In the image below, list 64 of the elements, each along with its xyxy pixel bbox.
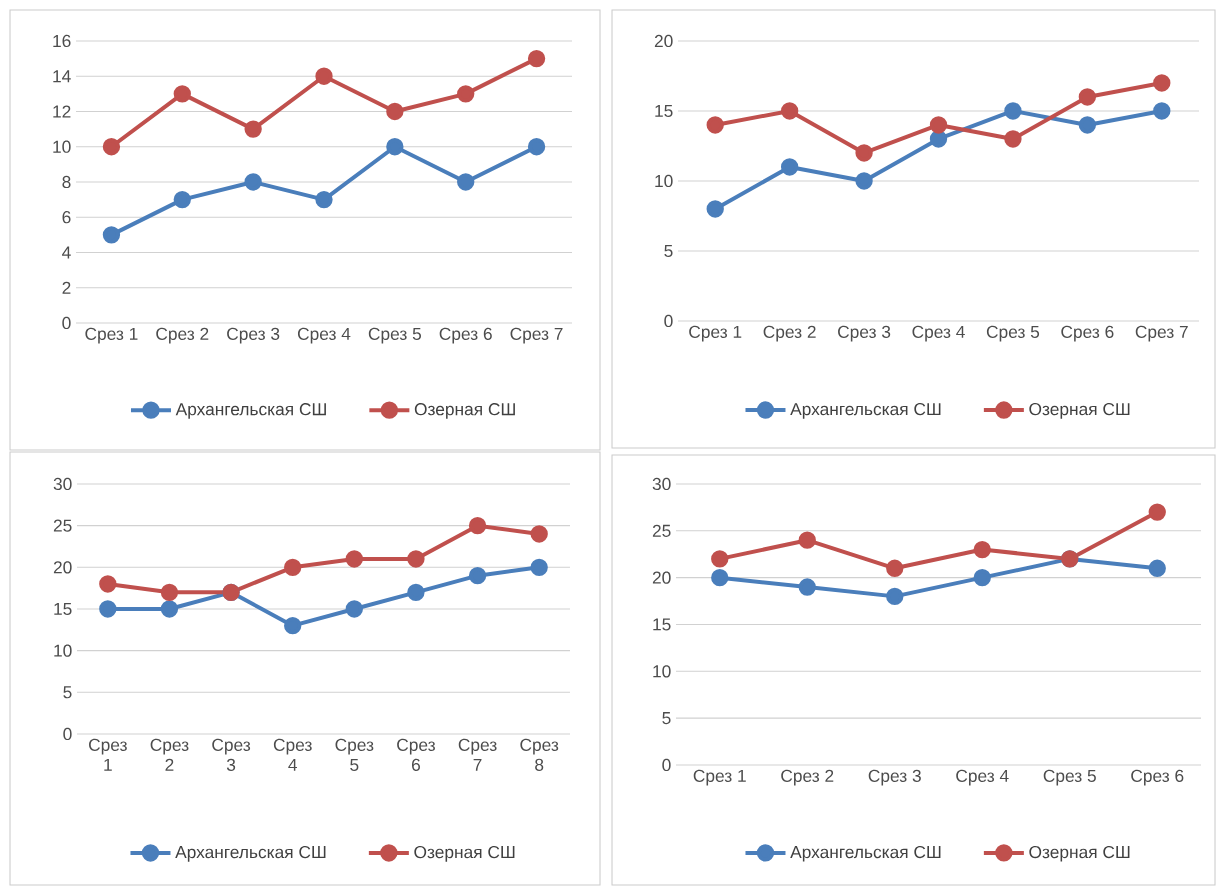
y-tick-label: 0 (63, 727, 72, 741)
x-tick-label: Срез 2 (156, 327, 209, 344)
legend-label: Архангельская СШ (790, 402, 941, 419)
y-tick-label: 5 (664, 244, 673, 258)
x-tick-label: Срез 5 (335, 738, 374, 771)
x-tick-label: Срез 4 (297, 327, 351, 344)
x-tick-label: Срез 6 (1061, 325, 1114, 342)
x-tick-label: Срез 5 (986, 325, 1040, 342)
x-tick-label: Срез 6 (439, 327, 492, 344)
y-tick-label: 10 (653, 665, 671, 678)
x-tick-label: Срез 5 (368, 327, 421, 344)
x-tick-label: Срез 7 (1135, 325, 1188, 342)
x-tick-label: Срез 2 (781, 769, 834, 786)
x-tick-label: Срез 3 (212, 738, 251, 771)
x-tick-label: Срез 4 (912, 325, 965, 342)
y-tick-label: 2 (62, 281, 71, 294)
y-tick-label: 0 (664, 314, 673, 328)
x-tick-label: Срез 2 (150, 738, 189, 771)
legend-label: Архангельская СШ (175, 845, 326, 862)
legend-label: Архангельская СШ (790, 845, 941, 862)
legend-label: Озерная СШ (414, 845, 515, 862)
x-tick-label: Срез 4 (273, 738, 312, 771)
x-tick-label: Срез 2 (763, 325, 816, 342)
y-tick-label: 0 (62, 316, 71, 330)
x-tick-label: Срез 4 (956, 769, 1009, 786)
y-tick-label: 20 (652, 571, 671, 584)
y-tick-label: 30 (652, 477, 671, 491)
y-tick-label: 10 (655, 174, 673, 188)
y-tick-label: 5 (662, 712, 671, 725)
y-tick-label: 10 (53, 140, 71, 153)
x-tick-label: Срез 3 (838, 325, 891, 342)
x-tick-label: Срез 6 (1131, 769, 1184, 786)
legend-label: Озерная СШ (1029, 845, 1130, 862)
x-tick-label: Срез 5 (1043, 769, 1096, 786)
y-tick-label: 0 (662, 758, 671, 772)
y-tick-label: 30 (53, 477, 72, 491)
y-tick-label: 20 (53, 561, 72, 574)
y-tick-label: 8 (62, 175, 71, 189)
x-tick-label: Срез 6 (397, 738, 435, 771)
y-tick-label: 4 (62, 246, 71, 259)
y-tick-label: 5 (63, 686, 72, 699)
legend-label: Озерная СШ (414, 403, 515, 419)
x-tick-label: Срез 7 (458, 738, 497, 771)
x-tick-label: Срез 3 (868, 769, 921, 786)
x-tick-label: Срез 1 (689, 325, 742, 342)
y-tick-label: 25 (652, 524, 671, 537)
y-tick-label: 6 (62, 211, 71, 224)
y-tick-label: 15 (655, 104, 673, 118)
y-tick-label: 15 (54, 602, 72, 616)
y-tick-label: 25 (53, 519, 72, 532)
y-tick-label: 16 (53, 34, 71, 48)
x-tick-label: Срез 1 (85, 327, 138, 344)
y-tick-label: 15 (653, 618, 671, 631)
y-tick-label: 20 (654, 34, 673, 48)
x-tick-label: Срез 1 (693, 769, 746, 786)
x-tick-label: Срез 3 (227, 327, 280, 344)
x-tick-label: Срез 7 (510, 327, 563, 344)
y-tick-label: 12 (53, 105, 71, 118)
x-tick-label: Срез 1 (89, 738, 127, 771)
legend-label: Озерная СШ (1029, 402, 1130, 419)
x-tick-label: Срез 8 (520, 738, 559, 771)
y-tick-label: 10 (54, 644, 72, 657)
y-tick-label: 14 (53, 70, 71, 83)
legend-label: Архангельская СШ (175, 403, 326, 419)
